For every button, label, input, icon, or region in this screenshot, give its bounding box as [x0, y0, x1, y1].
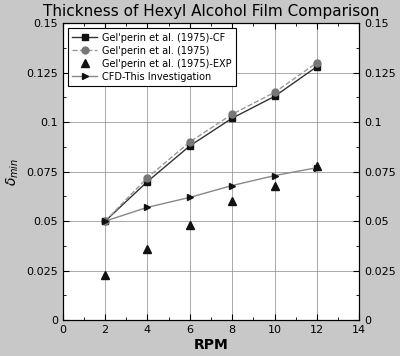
Gel'perin et al. (1975)-CF: [314, 64, 319, 69]
Gel'perin et al. (1975)-CF: [187, 144, 192, 148]
Line: Gel'perin et al. (1975)-CF: Gel'perin et al. (1975)-CF: [102, 63, 320, 225]
Gel'perin et al. (1975)-CF: [103, 219, 108, 223]
Gel'perin et al. (1975)-EXP: [230, 199, 234, 204]
Line: Gel'perin et al. (1975)-EXP: Gel'perin et al. (1975)-EXP: [101, 162, 321, 279]
CFD-This Investigation: [187, 195, 192, 199]
Legend: Gel'perin et al. (1975)-CF, Gel'perin et al. (1975), Gel'perin et al. (1975)-EXP: Gel'perin et al. (1975)-CF, Gel'perin et…: [68, 28, 236, 87]
Gel'perin et al. (1975): [314, 61, 319, 65]
Gel'perin et al. (1975)-EXP: [103, 272, 108, 277]
Line: Gel'perin et al. (1975): Gel'perin et al. (1975): [102, 59, 320, 225]
CFD-This Investigation: [230, 183, 234, 188]
CFD-This Investigation: [272, 173, 277, 178]
Gel'perin et al. (1975)-EXP: [314, 163, 319, 168]
Gel'perin et al. (1975): [272, 90, 277, 95]
Gel'perin et al. (1975)-EXP: [145, 247, 150, 251]
Gel'perin et al. (1975): [230, 112, 234, 116]
CFD-This Investigation: [103, 219, 108, 223]
Gel'perin et al. (1975)-CF: [230, 116, 234, 120]
Line: CFD-This Investigation: CFD-This Investigation: [102, 164, 320, 225]
Gel'perin et al. (1975)-CF: [272, 94, 277, 99]
Title: Thickness of Hexyl Alcohol Film Comparison: Thickness of Hexyl Alcohol Film Comparis…: [43, 4, 379, 19]
CFD-This Investigation: [314, 166, 319, 170]
CFD-This Investigation: [145, 205, 150, 209]
Y-axis label: $\delta_{min}$: $\delta_{min}$: [4, 158, 20, 186]
Gel'perin et al. (1975): [187, 140, 192, 144]
Gel'perin et al. (1975)-CF: [145, 179, 150, 184]
Gel'perin et al. (1975)-EXP: [187, 223, 192, 227]
Gel'perin et al. (1975): [103, 219, 108, 223]
Gel'perin et al. (1975): [145, 176, 150, 180]
X-axis label: RPM: RPM: [194, 338, 228, 352]
Gel'perin et al. (1975)-EXP: [272, 183, 277, 188]
